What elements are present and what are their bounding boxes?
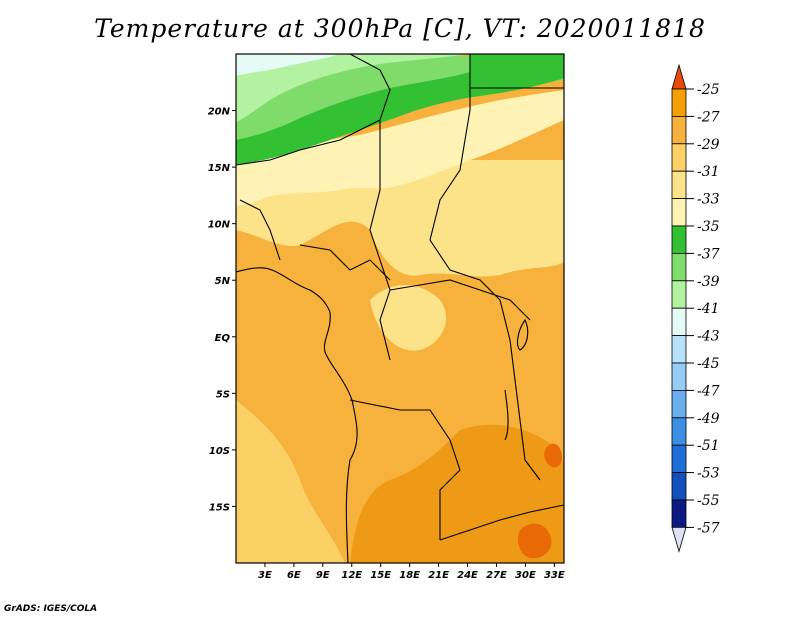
border-7 xyxy=(439,504,564,541)
field-jet-core xyxy=(236,54,564,165)
temperature-field xyxy=(236,54,564,563)
colorbar-label: -33 xyxy=(697,192,720,208)
lon-tick-label: 3E xyxy=(258,570,272,581)
colorbar-label: -39 xyxy=(697,274,720,290)
border-6 xyxy=(349,399,461,540)
colorbar-box xyxy=(671,170,687,199)
lake-2 xyxy=(504,389,509,441)
colorbar-label: -45 xyxy=(697,356,720,372)
lat-tick-label: 5S xyxy=(216,389,230,400)
lon-axis: 3E 6E 9E 12E 15E 18E 21E 24E 27E 30E 33E xyxy=(258,563,565,581)
colorbar-label: -35 xyxy=(697,219,720,235)
coastline-west xyxy=(236,267,358,563)
lon-tick-label: 18E xyxy=(399,570,420,581)
colorbar-box xyxy=(671,362,687,391)
colorbar-label: -55 xyxy=(697,493,720,509)
border-3 xyxy=(429,54,501,301)
colorbar-box xyxy=(671,335,687,364)
colorbar-label: -57 xyxy=(697,520,720,536)
lon-tick-label: 30E xyxy=(515,570,536,581)
colorbar-box xyxy=(671,143,687,172)
colorbar-label: -29 xyxy=(697,137,720,153)
lon-tick-label: 33E xyxy=(544,570,565,581)
field-sahel-patch-1 xyxy=(440,165,531,221)
colorbar-top-arrow xyxy=(671,63,687,90)
lon-tick-label: 27E xyxy=(486,570,507,581)
colorbar-box xyxy=(671,116,687,145)
colorbar-box xyxy=(671,252,687,282)
lat-tick-label: 10N xyxy=(208,220,231,231)
field-south-hot-1 xyxy=(518,523,552,559)
field-west-coast xyxy=(236,400,345,563)
lon-tick-label: 15E xyxy=(370,570,391,581)
lat-tick-label: 15S xyxy=(209,502,230,513)
lon-tick-label: 12E xyxy=(341,570,362,581)
colorbar-label: -49 xyxy=(697,411,720,427)
lat-tick-label: 10S xyxy=(209,446,230,457)
colorbar-label: -53 xyxy=(697,466,720,482)
border-1 xyxy=(236,54,391,166)
colorbar-box xyxy=(671,389,687,419)
colorbar-box xyxy=(671,280,687,309)
colorbar-box xyxy=(671,88,687,117)
lon-tick-label: 21E xyxy=(428,570,449,581)
field-south-warm xyxy=(350,424,564,563)
footer-credit: GrADS: IGES/COLA xyxy=(4,604,98,614)
colorbar-label: -27 xyxy=(697,109,720,125)
map-title: Temperature at 300hPa [C], VT: 202001181… xyxy=(94,14,706,43)
colorbar-label: -25 xyxy=(697,82,720,98)
field-south-hot-2 xyxy=(544,443,563,468)
colorbar-label: -43 xyxy=(697,329,720,345)
lat-tick-label: 15N xyxy=(208,163,231,174)
colorbar-label: -51 xyxy=(697,438,720,454)
lat-tick-label: 20N xyxy=(208,107,231,118)
colorbar-box xyxy=(671,225,687,254)
colorbar-bottom-arrow xyxy=(671,527,687,553)
lon-tick-label: 9E xyxy=(316,570,330,581)
colorbar-label: -41 xyxy=(697,301,720,317)
border-5 xyxy=(389,279,531,321)
field-sahara xyxy=(236,90,564,206)
colorbar-box xyxy=(671,499,687,528)
country-borders xyxy=(236,54,564,563)
colorbar-label: -31 xyxy=(697,164,720,180)
border-4 xyxy=(299,244,391,281)
lat-axis: 20N 15N 10N 5N EQ 5S 10S 15S xyxy=(208,107,236,513)
lat-tick-label: EQ xyxy=(215,333,231,344)
lake-1 xyxy=(516,318,529,351)
colorbar-label: -37 xyxy=(697,246,720,262)
field-north-corner xyxy=(236,54,340,76)
colorbar-box xyxy=(671,444,687,474)
lon-tick-label: 6E xyxy=(287,570,301,581)
plot-frame xyxy=(235,53,565,564)
border-10 xyxy=(239,199,281,261)
field-north-edge xyxy=(236,54,470,122)
colorbar-box xyxy=(671,307,687,337)
border-2 xyxy=(369,120,391,361)
colorbar-box xyxy=(671,472,687,501)
colorbar-boxes: -25 -27 -29 -31 -33 -35 -37 -39 -41 -43 -45 -47 -49 -… xyxy=(671,63,720,553)
lat-tick-label: 5N xyxy=(215,276,231,287)
lon-tick-label: 24E xyxy=(457,570,478,581)
colorbar-box xyxy=(671,198,687,227)
colorbar-label: -47 xyxy=(697,383,720,399)
colorbar-box xyxy=(671,417,687,446)
border-8 xyxy=(499,299,541,481)
field-central-patch xyxy=(370,285,447,351)
